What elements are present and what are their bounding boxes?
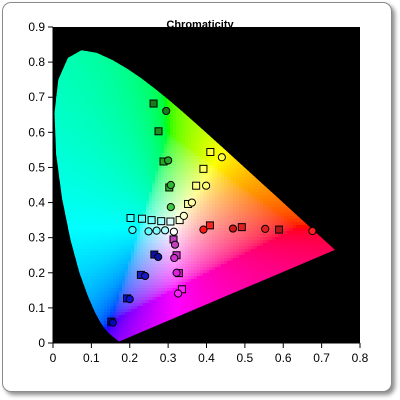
x-tick-label: 0.4 [198,351,215,365]
circle-data-point [154,252,163,262]
circle-data-point [308,226,317,236]
square-data-point [149,99,158,108]
x-tick-label: 0.2 [121,351,138,365]
circle-data-point [166,203,175,212]
axes: 0 0.1 0.2 0.3 0.4 0.5 0.6 0.7 0.8 0 0.1 0.2 0.3 0.4 0.… [28,20,368,365]
circle-data-point [169,227,178,236]
square-data-point [147,216,156,225]
square-data-point [166,217,175,226]
square-data-point [206,148,215,156]
circle-data-point [187,198,197,207]
y-tick-label: 0.9 [28,20,45,34]
x-tick-label: 0.6 [275,351,292,365]
y-tick-label: 0.2 [28,266,45,280]
circle-data-point [166,180,175,190]
circle-data-point [160,226,170,235]
circle-data-point [170,253,179,263]
y-tick-label: 0.3 [28,231,45,245]
x-tick-label: 0.7 [313,351,330,365]
y-tick-label: 0.6 [28,125,45,139]
y-tick-label: 0.7 [28,90,45,104]
circle-data-point [144,227,153,236]
y-tick-label: 0 [38,336,45,350]
square-data-point [192,181,201,190]
circle-data-point [217,153,226,162]
x-tick-label: 0.8 [352,351,369,365]
circle-data-point [108,318,117,327]
x-tick-label: 0.1 [83,351,100,365]
square-data-point [205,221,214,230]
circle-data-point [172,268,181,277]
circle-data-point [141,271,150,281]
square-data-point [175,216,184,225]
y-tick-label: 0.5 [28,160,45,174]
circle-data-point [179,211,188,220]
circle-data-point [162,106,171,116]
square-data-point [126,214,135,222]
circle-data-point [174,289,183,298]
circle-data-point [261,224,270,233]
circle-data-point [202,181,211,190]
circle-data-point [164,156,173,165]
square-data-point [138,214,147,223]
data-points [107,99,317,327]
y-tick-label: 0.4 [28,196,45,210]
square-data-point [275,225,284,234]
circle-data-point [128,225,137,235]
circle-data-point [228,224,238,233]
x-tick-label: 0.3 [160,351,177,365]
x-tick-label: 0.5 [237,351,254,365]
circle-data-point [152,226,161,235]
circle-data-point [199,225,208,234]
square-data-point [199,164,208,173]
square-data-point [154,127,163,136]
y-tick-label: 0.8 [28,55,45,69]
square-data-point [157,217,166,226]
x-tick-label: 0 [50,351,57,365]
y-tick-label: 0.1 [28,301,45,315]
circle-data-point [170,240,180,249]
square-data-point [237,223,246,232]
circle-data-point [125,295,134,304]
